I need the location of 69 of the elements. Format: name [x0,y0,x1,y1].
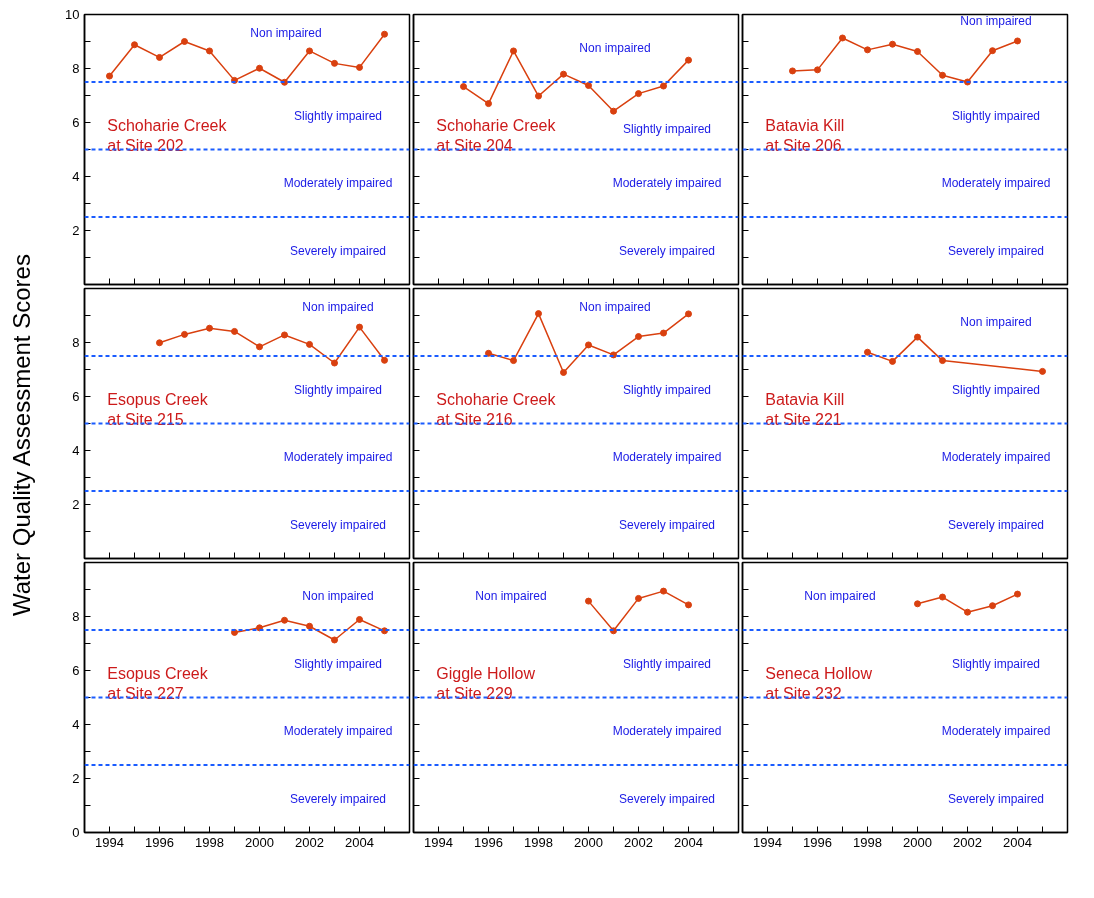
y-tick-label: 6 [72,389,80,404]
y-axis-title: Water Quality Assessment Scores [6,254,36,616]
x-tick-label: 2000 [574,834,603,850]
annotation: Non impaired [302,300,374,315]
x-tick-label: 1998 [524,834,553,850]
y-tick-label: 0 [72,825,80,840]
annotation: Slightly impaired [622,382,712,397]
y-tick-label: 4 [72,443,80,458]
x-tick-label: 2002 [953,834,982,850]
annotation: Severely impaired [618,791,716,806]
x-tick-label: 1998 [853,834,882,850]
y-tick-label: 2 [72,497,80,512]
x-tick-label: 2002 [624,834,653,850]
x-tick-label: 2004 [674,834,703,850]
annotation: Severely impaired [289,791,387,806]
annotation: Non impaired [250,26,322,41]
annotation: Non impaired [475,589,547,604]
y-tick-label: 6 [72,663,80,678]
annotation: Moderately impaired [941,724,1051,739]
annotation: Severely impaired [618,243,716,258]
annotation: Severely impaired [289,243,387,258]
annotation: Non impaired [960,315,1032,330]
x-tick-label: 1994 [424,834,453,850]
y-tick-label: 8 [72,61,80,76]
x-tick-label: 1994 [753,834,782,850]
y-tick-label: 6 [72,115,80,130]
annotation: Slightly impaired [951,382,1041,397]
x-tick-label: 2004 [345,834,374,850]
annotation: Moderately impaired [283,176,393,191]
annotation: Non impaired [804,589,876,604]
y-tick-label: 10 [65,7,80,22]
annotation: Slightly impaired [293,382,383,397]
annotation: Moderately impaired [283,450,393,465]
annotation: Severely impaired [289,517,387,532]
annotation: Severely impaired [947,243,1045,258]
annotation: Moderately impaired [941,450,1051,465]
annotation: Slightly impaired [622,122,712,137]
annotation: Slightly impaired [951,108,1041,123]
annotation: Non impaired [579,41,651,56]
y-tick-label: 4 [72,717,80,732]
y-tick-label: 8 [72,609,80,624]
annotation: Moderately impaired [612,724,722,739]
x-tick-label: 1996 [145,834,174,850]
y-tick-label: 2 [72,223,80,238]
annotation: Moderately impaired [941,176,1051,191]
annotation: Slightly impaired [622,656,712,671]
annotation: Moderately impaired [612,176,722,191]
x-tick-label: 1996 [803,834,832,850]
annotation: Non impaired [302,589,374,604]
x-tick-label: 2002 [295,834,324,850]
y-tick-label: 2 [72,771,80,786]
y-tick-label: 8 [72,335,80,350]
x-tick-label: 1998 [195,834,224,850]
annotation: Moderately impaired [612,450,722,465]
x-tick-label: 2000 [903,834,932,850]
x-tick-label: 1996 [474,834,503,850]
x-tick-label: 2004 [1003,834,1032,850]
annotation: Severely impaired [618,517,716,532]
annotation: Slightly impaired [293,108,383,123]
annotation: Severely impaired [947,791,1045,806]
x-tick-label: 2000 [245,834,274,850]
annotation: Slightly impaired [951,656,1041,671]
x-tick-label: 1994 [95,834,124,850]
annotation: Non impaired [579,300,651,315]
y-tick-label: 4 [72,169,80,184]
annotation: Slightly impaired [293,656,383,671]
annotation: Severely impaired [947,517,1045,532]
annotation: Moderately impaired [283,724,393,739]
annotation: Non impaired [960,14,1032,29]
